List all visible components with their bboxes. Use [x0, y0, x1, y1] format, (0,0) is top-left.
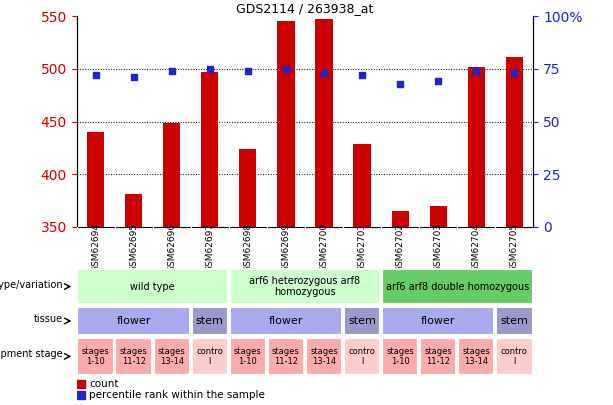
- Text: wild type: wild type: [131, 281, 175, 292]
- Text: stages
1-10: stages 1-10: [234, 347, 262, 366]
- Point: [205, 66, 215, 72]
- Bar: [87, 132, 104, 227]
- Bar: [354, 144, 371, 227]
- Text: GSM62701: GSM62701: [357, 222, 367, 272]
- Text: stages
11-12: stages 11-12: [120, 347, 148, 366]
- Text: stages
1-10: stages 1-10: [386, 347, 414, 366]
- Text: contro
l: contro l: [349, 347, 376, 366]
- Text: tissue: tissue: [34, 314, 63, 324]
- Bar: [153, 338, 190, 375]
- Bar: [125, 194, 142, 227]
- Bar: [277, 21, 294, 227]
- Bar: [230, 338, 266, 375]
- Bar: [344, 338, 380, 375]
- Text: stem: stem: [196, 316, 224, 326]
- Text: stages
13-14: stages 13-14: [310, 347, 338, 366]
- Bar: [496, 338, 533, 375]
- Text: stem: stem: [348, 316, 376, 326]
- Bar: [468, 67, 485, 227]
- Point: [357, 72, 367, 79]
- Text: stages
1-10: stages 1-10: [82, 347, 110, 366]
- Text: GSM62699: GSM62699: [281, 222, 291, 272]
- Bar: [239, 149, 256, 227]
- Bar: [420, 338, 457, 375]
- Point: [91, 72, 101, 79]
- Bar: [382, 269, 533, 304]
- Text: stages
13-14: stages 13-14: [158, 347, 186, 366]
- Bar: [115, 338, 152, 375]
- Bar: [506, 57, 523, 227]
- Bar: [201, 72, 218, 227]
- Point: [129, 74, 139, 81]
- Text: flower: flower: [421, 316, 455, 326]
- Bar: [430, 206, 447, 227]
- Bar: [316, 19, 333, 227]
- Text: flower: flower: [268, 316, 303, 326]
- Bar: [77, 269, 228, 304]
- Bar: [191, 338, 228, 375]
- Text: GSM62696: GSM62696: [167, 222, 177, 272]
- Point: [281, 66, 291, 72]
- Text: GSM62705: GSM62705: [510, 222, 519, 272]
- Text: GSM62698: GSM62698: [243, 222, 253, 272]
- Bar: [268, 338, 304, 375]
- Text: arf6 arf8 double homozygous: arf6 arf8 double homozygous: [386, 281, 529, 292]
- Point: [471, 68, 481, 74]
- Text: GSM62700: GSM62700: [319, 222, 329, 272]
- Text: contro
l: contro l: [501, 347, 528, 366]
- Bar: [77, 380, 85, 388]
- Text: GSM62697: GSM62697: [205, 222, 215, 272]
- Bar: [230, 307, 342, 335]
- Point: [395, 80, 405, 87]
- Text: arf6 heterozygous arf8
homozygous: arf6 heterozygous arf8 homozygous: [249, 276, 360, 297]
- Bar: [191, 307, 228, 335]
- Bar: [344, 307, 380, 335]
- Text: genotype/variation: genotype/variation: [0, 279, 63, 290]
- Point: [243, 68, 253, 74]
- Text: contro
l: contro l: [196, 347, 223, 366]
- Point: [167, 68, 177, 74]
- Point: [433, 78, 443, 85]
- Text: stages
13-14: stages 13-14: [462, 347, 490, 366]
- Text: GSM62704: GSM62704: [472, 223, 481, 271]
- Text: flower: flower: [116, 316, 151, 326]
- Text: development stage: development stage: [0, 350, 63, 359]
- Bar: [77, 307, 190, 335]
- Text: GSM62703: GSM62703: [433, 222, 443, 272]
- Bar: [392, 211, 409, 227]
- Bar: [458, 338, 495, 375]
- Text: stem: stem: [500, 316, 528, 326]
- Title: GDS2114 / 263938_at: GDS2114 / 263938_at: [236, 2, 374, 15]
- Bar: [382, 338, 419, 375]
- Bar: [306, 338, 342, 375]
- Point: [509, 70, 519, 76]
- Text: GSM62695: GSM62695: [129, 222, 138, 272]
- Bar: [230, 269, 380, 304]
- Text: stages
11-12: stages 11-12: [424, 347, 452, 366]
- Bar: [163, 123, 180, 227]
- Bar: [382, 307, 495, 335]
- Bar: [77, 338, 114, 375]
- Bar: [496, 307, 533, 335]
- Text: percentile rank within the sample: percentile rank within the sample: [89, 390, 265, 401]
- Text: stages
11-12: stages 11-12: [272, 347, 300, 366]
- Text: count: count: [89, 379, 119, 389]
- Point: [319, 70, 329, 76]
- Text: GSM62694: GSM62694: [91, 223, 100, 271]
- Bar: [77, 391, 85, 399]
- Text: GSM62702: GSM62702: [395, 223, 405, 271]
